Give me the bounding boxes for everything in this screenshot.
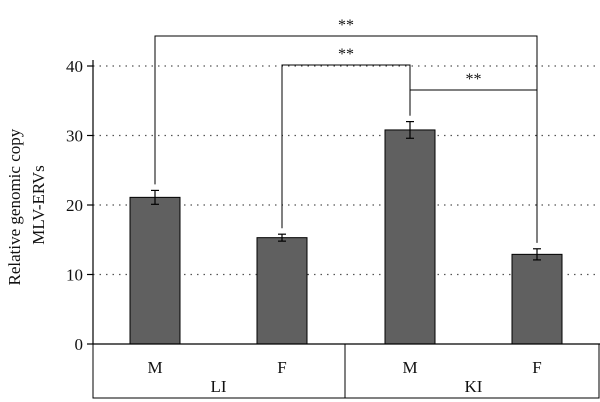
bar-ki-m bbox=[384, 129, 436, 345]
axis-layer bbox=[92, 60, 600, 399]
y-tick-label: 20 bbox=[66, 196, 83, 215]
significance-bracket: ** bbox=[409, 71, 538, 243]
y-axis-title-line-2: MLV-ERVs bbox=[29, 165, 48, 245]
bracket-line bbox=[154, 35, 538, 243]
y-axis-title-line-1: Relative genomic copy bbox=[5, 128, 24, 285]
category-label: M bbox=[147, 358, 162, 377]
category-label: M bbox=[402, 358, 417, 377]
category-label: F bbox=[277, 358, 286, 377]
bar-li-f bbox=[256, 237, 308, 345]
label-layer: 0 10 20 30 40 M F LI M F KI bbox=[66, 57, 542, 396]
bracket-line bbox=[409, 89, 538, 243]
y-tick-label: 0 bbox=[75, 335, 84, 354]
y-tick-label: 10 bbox=[66, 266, 83, 285]
group-label: LI bbox=[210, 377, 226, 396]
group-label: KI bbox=[465, 377, 483, 396]
bar-li-m bbox=[129, 196, 181, 345]
category-label: F bbox=[532, 358, 541, 377]
significance-label: ** bbox=[338, 17, 354, 34]
significance-layer: ** ** ** bbox=[154, 17, 538, 243]
significance-label: ** bbox=[466, 71, 482, 88]
y-tick-label: 30 bbox=[66, 127, 83, 146]
y-axis-title: Relative genomic copy MLV-ERVs bbox=[5, 125, 48, 286]
category-table-frame bbox=[92, 343, 600, 399]
bar-layer bbox=[129, 120, 563, 345]
bar-ki-f bbox=[511, 253, 563, 345]
y-tick-label: 40 bbox=[66, 57, 83, 76]
significance-label: ** bbox=[338, 46, 354, 63]
